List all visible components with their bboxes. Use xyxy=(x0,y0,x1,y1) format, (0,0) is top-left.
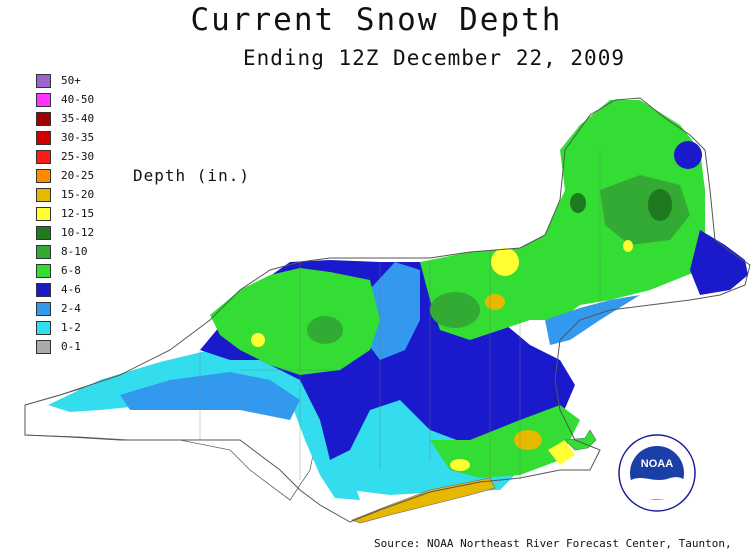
source-credit: Source: NOAA Northeast River Forecast Ce… xyxy=(374,537,732,550)
legend-label: 8-10 xyxy=(61,245,88,258)
legend-label: 0-1 xyxy=(61,340,81,353)
region-2-4-coast xyxy=(545,295,640,345)
legend-label: 4-6 xyxy=(61,283,81,296)
region-6-8-ne xyxy=(420,100,705,340)
legend-swatch xyxy=(36,320,51,335)
legend-swatch xyxy=(36,263,51,278)
legend-item: 30-35 xyxy=(36,128,94,147)
region-15-20-cape xyxy=(548,440,575,465)
region-4-6-coast xyxy=(690,230,748,295)
long-island xyxy=(351,477,496,524)
noaa-logo: NOAA xyxy=(618,434,696,512)
region-1-2 xyxy=(48,348,360,500)
noaa-logo-text: NOAA xyxy=(641,458,673,470)
map-title: Current Snow Depth xyxy=(190,2,563,38)
legend-item: 4-6 xyxy=(36,280,94,299)
legend-swatch xyxy=(36,282,51,297)
legend-swatch xyxy=(36,168,51,183)
legend-swatch xyxy=(36,73,51,88)
legend-item: 1-2 xyxy=(36,318,94,337)
legend-label: 6-8 xyxy=(61,264,81,277)
legend-item: 10-12 xyxy=(36,223,94,242)
legend-label: 50+ xyxy=(61,74,81,87)
legend-label: 1-2 xyxy=(61,321,81,334)
legend-swatch xyxy=(36,92,51,107)
legend-swatch xyxy=(36,149,51,164)
legend-label: 20-25 xyxy=(61,169,95,182)
legend-item: 25-30 xyxy=(36,147,94,166)
legend-item: 20-25 xyxy=(36,166,94,185)
legend-label: 10-12 xyxy=(61,226,95,239)
legend-swatch xyxy=(36,187,51,202)
legend-label: 40-50 xyxy=(61,93,95,106)
legend-item: 35-40 xyxy=(36,109,94,128)
region-6-8-south xyxy=(430,405,580,478)
region-6-8 xyxy=(210,268,380,375)
legend-swatch xyxy=(36,130,51,145)
legend-label: 15-20 xyxy=(61,188,95,201)
legend-label: 30-35 xyxy=(61,131,95,144)
legend-swatch xyxy=(36,206,51,221)
legend-item: 6-8 xyxy=(36,261,94,280)
region-10-12 xyxy=(600,175,690,245)
legend-item: 12-15 xyxy=(36,204,94,223)
legend-swatch xyxy=(36,111,51,126)
region-2-4-b xyxy=(360,262,420,360)
legend-item: 50+ xyxy=(36,71,94,90)
legend-item: 15-20 xyxy=(36,185,94,204)
map-subtitle: Ending 12Z December 22, 2009 xyxy=(242,46,625,70)
legend: 50+ 40-50 35-40 30-35 25-30 20-25 15-20 12-15 10… xyxy=(36,71,94,356)
legend-swatch xyxy=(36,339,51,354)
legend-label: 25-30 xyxy=(61,150,95,163)
legend-item: 40-50 xyxy=(36,90,94,109)
legend-swatch xyxy=(36,244,51,259)
legend-item: 8-10 xyxy=(36,242,94,261)
region-2-4 xyxy=(120,372,300,420)
legend-item: 2-4 xyxy=(36,299,94,318)
legend-label: 2-4 xyxy=(61,302,81,315)
legend-label: 12-15 xyxy=(61,207,95,220)
legend-item: 0-1 xyxy=(36,337,94,356)
region-outline xyxy=(24,97,751,523)
legend-swatch xyxy=(36,225,51,240)
legend-swatch xyxy=(36,301,51,316)
legend-label: 35-40 xyxy=(61,112,95,125)
legend-title: Depth (in.) xyxy=(133,166,250,185)
